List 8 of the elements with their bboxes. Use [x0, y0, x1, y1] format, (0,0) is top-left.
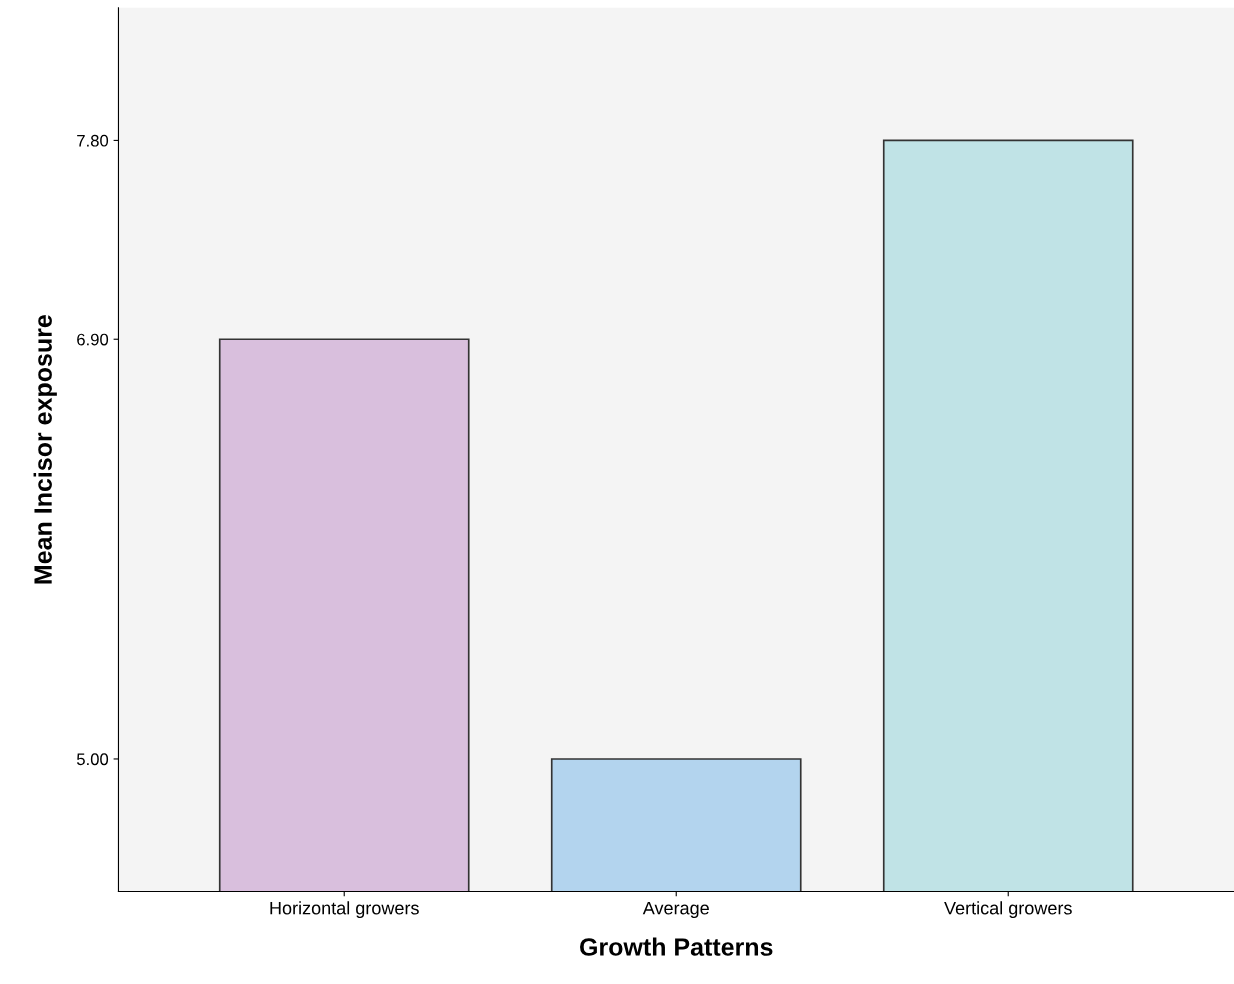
- y-tick-label: 5.00: [76, 753, 109, 766]
- y-tick-label: 7.80: [77, 134, 109, 147]
- y-axis-title: Mean Incisor exposure: [33, 315, 57, 584]
- x-axis-title: Growth Patterns: [580, 937, 773, 956]
- y-tick-label: 6.90: [77, 333, 109, 346]
- x-tick-label: Average: [642, 901, 709, 919]
- x-tick-label: Vertical growers: [944, 901, 1072, 919]
- x-tick-label: Horizontal growers: [270, 901, 419, 919]
